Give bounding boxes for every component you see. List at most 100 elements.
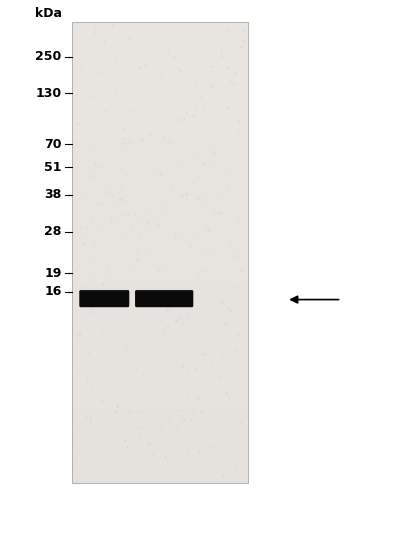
Text: 250: 250 — [35, 50, 62, 63]
Bar — [72, 213, 248, 217]
Bar — [72, 343, 248, 348]
Bar — [72, 241, 248, 245]
Bar — [72, 460, 248, 464]
Bar — [72, 185, 248, 189]
Bar — [72, 339, 248, 343]
Bar — [72, 427, 248, 432]
Text: 51: 51 — [44, 161, 62, 173]
Bar — [72, 371, 248, 376]
Bar — [72, 115, 248, 120]
Bar — [72, 22, 248, 26]
Bar — [72, 269, 248, 273]
Bar — [72, 311, 248, 316]
Bar — [72, 97, 248, 101]
Bar — [72, 120, 248, 125]
Bar — [72, 385, 248, 390]
Bar — [72, 451, 248, 455]
Bar — [72, 110, 248, 115]
Bar — [72, 348, 248, 352]
Bar — [72, 469, 248, 474]
Text: kDa: kDa — [35, 7, 62, 20]
FancyBboxPatch shape — [72, 22, 248, 483]
Bar — [72, 395, 248, 399]
Bar — [72, 334, 248, 339]
Bar — [72, 325, 248, 329]
Bar — [72, 250, 248, 255]
Bar — [72, 357, 248, 362]
Bar — [72, 441, 248, 446]
Bar — [72, 278, 248, 283]
Bar — [72, 227, 248, 232]
Bar — [72, 329, 248, 334]
Bar — [72, 446, 248, 451]
Bar — [72, 288, 248, 292]
Bar — [72, 166, 248, 171]
Bar — [72, 106, 248, 110]
Bar — [72, 479, 248, 483]
Bar — [72, 171, 248, 176]
Bar — [72, 367, 248, 371]
Bar — [72, 125, 248, 129]
Bar — [72, 245, 248, 250]
Bar — [72, 69, 248, 73]
Bar — [72, 455, 248, 460]
Bar — [72, 404, 248, 408]
Bar — [72, 399, 248, 404]
Bar — [72, 148, 248, 153]
Bar — [72, 194, 248, 199]
Bar — [72, 26, 248, 31]
Bar — [72, 436, 248, 441]
Bar — [72, 134, 248, 138]
Bar — [72, 376, 248, 380]
Bar — [72, 199, 248, 204]
Bar — [72, 432, 248, 436]
Bar — [72, 301, 248, 306]
Bar — [72, 217, 248, 222]
Bar — [72, 157, 248, 162]
Bar — [72, 474, 248, 479]
Bar — [72, 236, 248, 241]
Bar — [72, 59, 248, 64]
Bar — [72, 264, 248, 269]
Bar — [72, 138, 248, 143]
Bar — [72, 87, 248, 92]
Bar — [72, 413, 248, 418]
Bar — [72, 208, 248, 213]
Bar — [72, 82, 248, 87]
Bar — [72, 423, 248, 427]
Bar — [72, 50, 248, 54]
Text: 130: 130 — [36, 87, 62, 100]
Bar — [72, 464, 248, 469]
FancyBboxPatch shape — [135, 290, 193, 307]
Bar — [72, 189, 248, 194]
Bar — [72, 273, 248, 278]
Bar — [72, 320, 248, 325]
Bar — [72, 352, 248, 357]
Bar — [72, 162, 248, 166]
Bar — [72, 408, 248, 413]
Bar — [72, 283, 248, 288]
Bar — [72, 101, 248, 106]
Bar — [72, 292, 248, 297]
Bar — [72, 180, 248, 185]
Bar — [72, 255, 248, 260]
Bar — [72, 222, 248, 227]
Bar — [72, 36, 248, 41]
Bar — [72, 143, 248, 148]
Text: 70: 70 — [44, 138, 62, 150]
Bar — [72, 92, 248, 97]
Bar — [72, 306, 248, 311]
Text: 28: 28 — [44, 225, 62, 238]
Bar — [72, 153, 248, 157]
Bar — [72, 73, 248, 78]
Bar — [72, 129, 248, 134]
Bar — [72, 176, 248, 180]
Bar — [72, 41, 248, 45]
Bar — [72, 390, 248, 395]
Bar — [72, 64, 248, 69]
Bar — [72, 316, 248, 320]
Text: 19: 19 — [44, 267, 62, 280]
Text: 38: 38 — [44, 188, 62, 201]
Text: 16: 16 — [44, 285, 62, 298]
Bar — [72, 54, 248, 59]
